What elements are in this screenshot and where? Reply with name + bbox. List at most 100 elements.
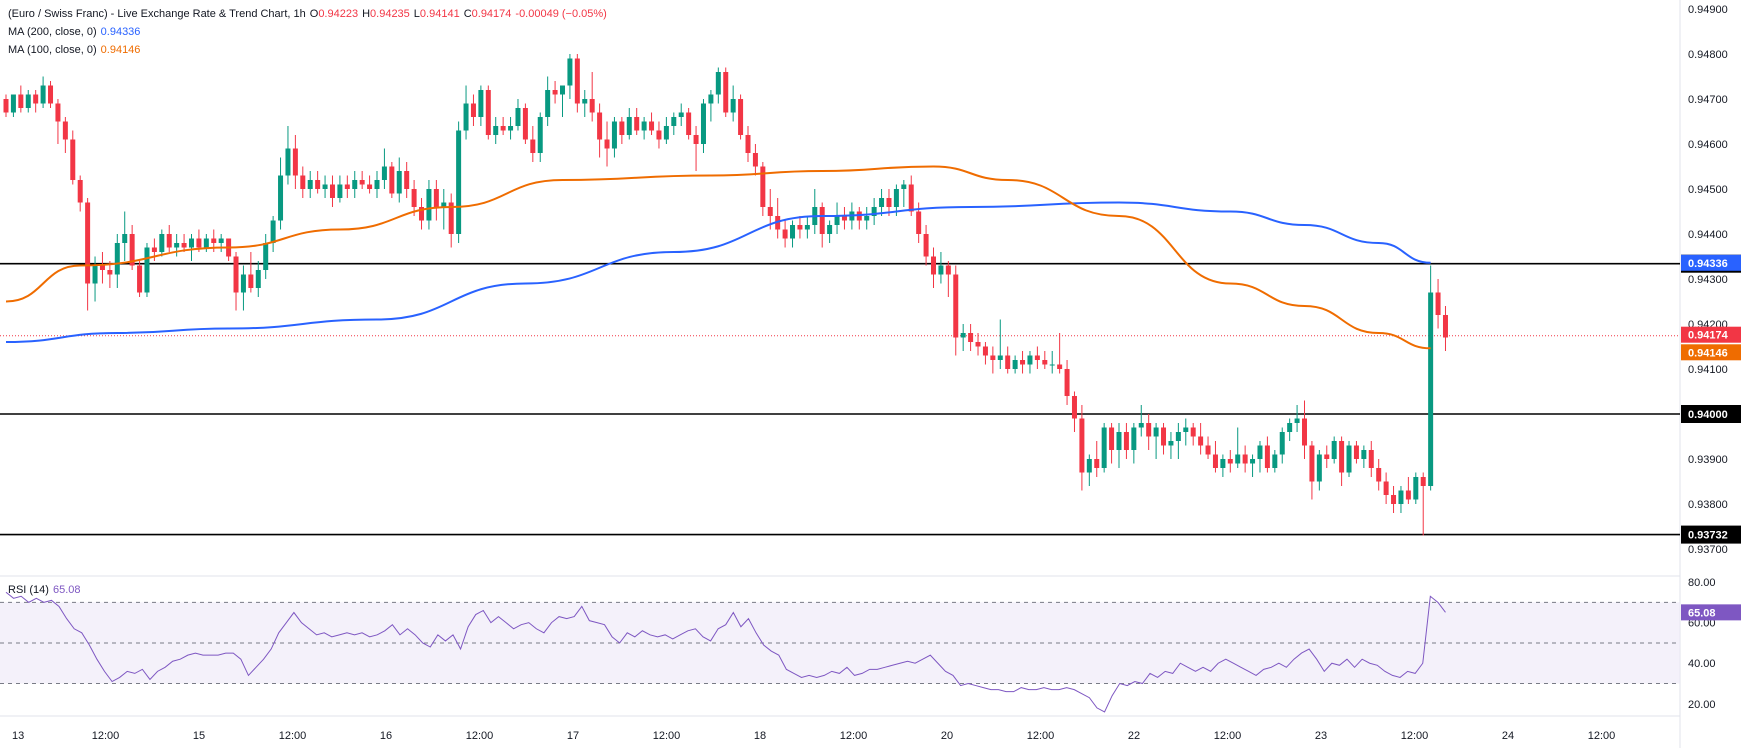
time-tick-label: 23 <box>1315 730 1327 742</box>
candle-body <box>745 135 751 153</box>
candle-body <box>619 121 625 135</box>
close-value: 0.94174 <box>471 8 512 20</box>
candle-body <box>1057 364 1063 369</box>
candle-body <box>122 234 128 243</box>
candle-body <box>1198 436 1204 446</box>
candle-body <box>864 216 870 221</box>
candle-body <box>322 184 328 189</box>
rsi-label: RSI (14) <box>8 584 49 596</box>
candle-body <box>1398 490 1404 504</box>
price-tick-label: 0.94100 <box>1688 364 1728 376</box>
candle-body <box>315 180 321 189</box>
candle-body <box>129 234 135 266</box>
candle-body <box>196 238 202 248</box>
candle-body <box>730 99 736 113</box>
ma100-legend: MA (100, close, 0) 0.94146 <box>8 44 144 56</box>
price-tag <box>1681 326 1741 343</box>
candle-body <box>1413 477 1419 500</box>
change-value: -0.00049 (−0.05%) <box>515 8 607 20</box>
candle-body <box>916 211 922 234</box>
high-value: 0.94235 <box>370 8 410 20</box>
candle-body <box>945 265 951 275</box>
price-tick-label: 0.94400 <box>1688 229 1728 241</box>
candle-body <box>611 121 617 149</box>
candle-body <box>159 234 165 252</box>
candle-body <box>278 175 284 221</box>
candle-body <box>419 207 425 221</box>
candle-body <box>1361 450 1367 459</box>
candle-body <box>938 265 944 275</box>
candle-body <box>329 184 335 198</box>
candle-body <box>441 202 447 207</box>
candle-body <box>997 355 1003 360</box>
candle-body <box>641 121 647 131</box>
candle-body <box>1324 454 1330 459</box>
candle-body <box>804 225 810 230</box>
price-tick-label: 0.93700 <box>1688 544 1728 556</box>
time-tick-label: 15 <box>193 730 205 742</box>
candle-body <box>671 117 677 126</box>
candle-body <box>211 238 217 243</box>
candle-body <box>1183 427 1189 432</box>
candle-body <box>574 58 580 104</box>
candle-body <box>604 139 610 149</box>
candle-body <box>107 270 113 275</box>
candle-body <box>240 274 246 293</box>
candle-body <box>55 103 61 122</box>
candle-body <box>827 225 833 234</box>
candle-body <box>560 85 565 95</box>
candle-body <box>1079 418 1085 473</box>
candle-body <box>181 243 187 248</box>
candle-body <box>1161 427 1167 446</box>
candle-body <box>700 103 706 144</box>
price-tick-label: 0.94700 <box>1688 94 1728 106</box>
price-tag-label: 0.94174 <box>1688 330 1729 342</box>
level-tag-label: 0.94000 <box>1688 409 1728 421</box>
ma100-value: 0.94146 <box>100 44 141 56</box>
price-tag <box>1681 344 1741 361</box>
candle-body <box>871 207 877 216</box>
candle-body <box>1153 427 1159 437</box>
candle-body <box>433 189 439 207</box>
candle-body <box>1420 477 1426 486</box>
candle-body <box>715 72 721 95</box>
candle-body <box>678 112 684 117</box>
time-tick-label: 12:00 <box>653 730 681 742</box>
candle-body <box>908 184 914 212</box>
candle-body <box>285 148 291 176</box>
candle-body <box>1049 364 1055 366</box>
time-tick-label: 12:00 <box>840 730 868 742</box>
candle-body <box>1034 355 1040 360</box>
candle-body <box>693 135 699 144</box>
candle-body <box>18 94 24 108</box>
close-label: C <box>463 8 472 20</box>
price-tick-label: 0.94600 <box>1688 139 1728 151</box>
time-tick-label: 12:00 <box>1027 730 1055 742</box>
candles <box>3 54 1448 536</box>
candle-body <box>1279 432 1285 455</box>
candle-body <box>493 126 499 135</box>
candle-body <box>218 238 224 243</box>
candle-body <box>626 117 632 135</box>
candle-body <box>1242 454 1248 464</box>
price-tick-label: 0.93900 <box>1688 454 1728 466</box>
candle-body <box>411 189 417 207</box>
price-tick-label: 0.94900 <box>1688 4 1728 16</box>
candle-body <box>174 243 180 248</box>
candle-body <box>1123 432 1129 450</box>
price-tick-label: 0.94300 <box>1688 274 1728 286</box>
rsi-tick-label: 80.00 <box>1688 577 1716 589</box>
time-tick-label: 13 <box>12 730 24 742</box>
candle-body <box>1042 360 1048 365</box>
candle-body <box>144 247 150 293</box>
candle-body <box>1020 360 1026 365</box>
candle-body <box>1391 495 1397 504</box>
candle-body <box>834 216 840 225</box>
candle-body <box>137 265 143 293</box>
price-tag-label: 0.94336 <box>1688 258 1728 270</box>
candle-body <box>500 126 506 131</box>
rsi-tick-label: 60.00 <box>1688 618 1716 630</box>
candle-body <box>1094 459 1100 468</box>
candle-body <box>1339 441 1345 473</box>
